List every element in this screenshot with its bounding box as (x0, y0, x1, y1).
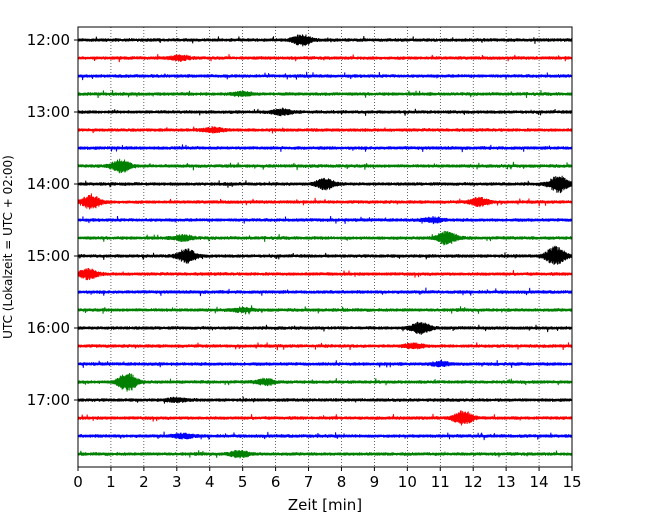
seismic-trace-1430 (77, 216, 573, 225)
seismic-trace-1315 (77, 125, 573, 134)
x-tick-label: 11 (431, 473, 450, 491)
x-tick-label: 15 (562, 473, 581, 491)
y-tick-label: 15:00 (27, 247, 70, 265)
seismic-trace-1345 (77, 158, 573, 174)
x-tick-label: 6 (271, 473, 281, 491)
plot-frame (77, 26, 573, 468)
x-tick-label: 13 (497, 473, 516, 491)
y-tick-label: 13:00 (27, 103, 70, 121)
seismic-trace-1730 (77, 431, 573, 441)
trace-lines (77, 34, 573, 459)
x-tick-label: 2 (139, 473, 149, 491)
y-tick-label: 12:00 (27, 31, 70, 49)
seismic-trace-1515 (77, 267, 573, 281)
y-axis: 12:00 13:00 14:00 15:00 16:00 17:00 (27, 31, 78, 409)
x-tick-label: 8 (337, 473, 347, 491)
x-tick-label: 10 (398, 473, 417, 491)
x-tick-label: 0 (73, 473, 83, 491)
seismic-trace-1630 (77, 359, 573, 368)
x-axis-label: Zeit [min] (288, 496, 362, 514)
seismic-trace-1615 (77, 342, 573, 351)
seismic-trace-1700 (77, 396, 573, 404)
x-tick-label: 4 (205, 473, 215, 491)
seismic-trace-1400 (77, 175, 573, 194)
seismic-trace-1330 (77, 144, 573, 153)
seismic-trace-1545 (77, 305, 573, 315)
x-tick-label: 9 (370, 473, 380, 491)
x-tick-label: 7 (304, 473, 314, 491)
x-tick-label: 5 (238, 473, 248, 491)
seismic-trace-1445 (77, 230, 573, 246)
seismic-trace-1230 (77, 71, 573, 81)
x-tick-label: 14 (530, 473, 549, 491)
seismic-trace-1645 (77, 373, 573, 392)
x-tick-label: 3 (172, 473, 182, 491)
x-tick-label: 12 (464, 473, 483, 491)
x-axis: 0 1 2 3 4 5 6 7 8 9 10 11 12 13 14 15 (73, 467, 582, 491)
seismic-trace-1530 (77, 287, 573, 297)
seismic-trace-1215 (77, 54, 573, 63)
seismic-trace-1500 (77, 245, 573, 265)
seismic-trace-1300 (77, 107, 573, 117)
seismic-trace-1245 (77, 90, 573, 98)
y-axis-label: UTC (Lokalzeit = UTC + 02:00) (1, 155, 15, 339)
seismic-trace-1600 (77, 321, 573, 335)
x-tick-label: 1 (106, 473, 116, 491)
seismic-trace-1415 (77, 193, 573, 210)
seismic-trace-1745 (77, 449, 573, 459)
seismic-trace-1715 (77, 410, 573, 426)
y-tick-label: 14:00 (27, 175, 70, 193)
seismic-trace-1200 (77, 34, 573, 47)
y-tick-label: 17:00 (27, 391, 70, 409)
y-tick-label: 16:00 (27, 319, 70, 337)
